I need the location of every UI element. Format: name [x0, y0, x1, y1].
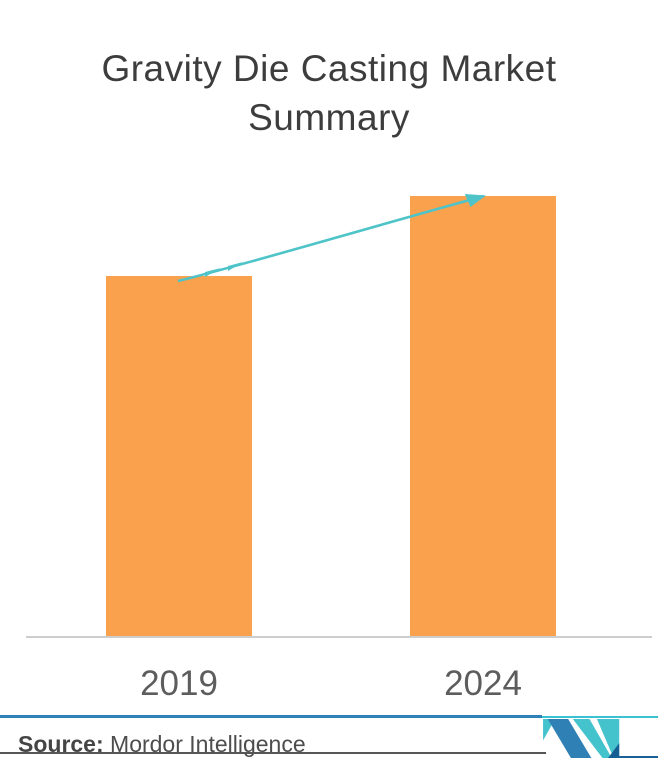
- footer-divider-blue: [0, 715, 542, 718]
- logo-teal-block: [596, 719, 620, 758]
- logo-blue-band: [547, 719, 592, 758]
- footer-divider-cyan: [542, 716, 658, 718]
- bar-2019: [106, 276, 252, 638]
- x-axis-line: [26, 636, 652, 638]
- source-underline: [0, 752, 546, 754]
- footer-navy-line: [618, 756, 658, 758]
- plot-area: [0, 150, 658, 638]
- mordor-intelligence-logo: [543, 719, 620, 758]
- x-axis-label-2019: 2019: [140, 664, 218, 703]
- bar-2024: [410, 196, 556, 638]
- logo-teal-band: [572, 719, 612, 758]
- chart-title: Gravity Die Casting Market Summary: [101, 48, 557, 138]
- x-axis-label-2024: 2024: [444, 664, 522, 703]
